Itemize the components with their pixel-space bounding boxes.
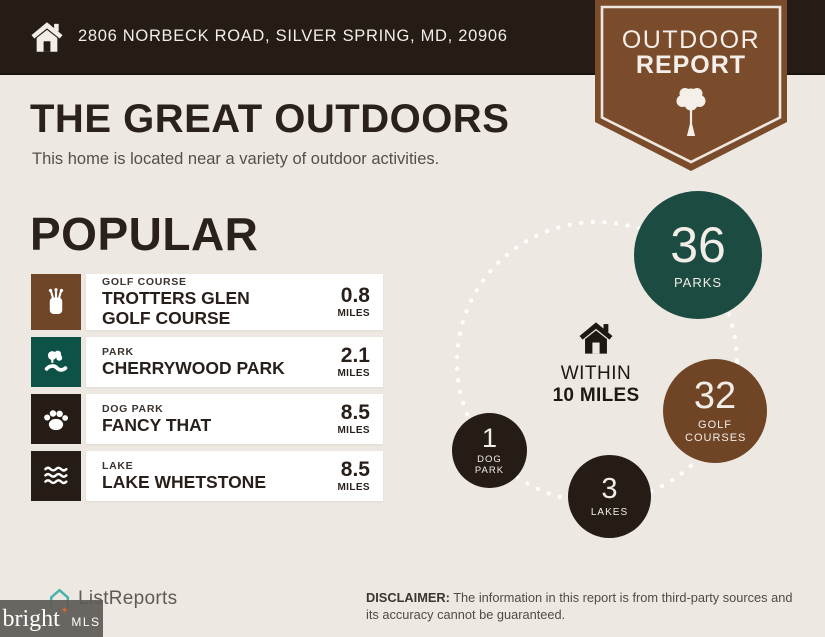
badge-title-line2: REPORT [635,51,747,79]
brightmls-suffix: MLS [71,614,101,629]
brightmls-watermark: bright ✦ MLS [0,600,103,637]
stat-circle-dog-park: 1 DOG PARK [452,413,527,488]
popular-heading: POPULAR [30,208,259,260]
item-category: PARK [102,345,134,358]
list-item-content: PARK CHERRYWOOD PARK 2.1 MILES [86,337,383,387]
page-title: THE GREAT OUTDOORS [30,97,510,141]
ribbon-shape [595,0,787,171]
list-item-content: DOG PARK FANCY THAT 8.5 MILES [86,394,383,444]
dotted-radius-ring [455,220,739,504]
item-name: LAKE WHETSTONE [102,471,266,492]
brightmls-wordmark: bright [2,605,60,632]
disclaimer-label: DISCLAIMER: [366,590,450,605]
house-icon [31,21,63,52]
tree-icon [676,88,706,136]
park-trees-icon [31,337,81,387]
item-distance: 8.5 MILES [337,401,370,436]
list-item-golf-course: GOLF COURSE TROTTERS GLEN GOLF COURSE 0.… [31,274,383,330]
list-item-content: GOLF COURSE TROTTERS GLEN GOLF COURSE 0.… [86,274,383,330]
outdoor-report-badge: OUTDOOR REPORT [595,0,787,176]
radius-center-label: WITHIN 10 MILES [540,320,652,407]
item-category: GOLF COURSE [102,275,187,288]
stat-circle-parks: 36 PARKS [634,191,762,319]
item-category: LAKE [102,459,134,472]
item-category: DOG PARK [102,402,164,415]
item-distance: 8.5 MILES [337,458,370,493]
list-item-content: LAKE LAKE WHETSTONE 8.5 MILES [86,451,383,501]
disclaimer-text: DISCLAIMER: The information in this repo… [366,590,793,623]
list-item-lake: LAKE LAKE WHETSTONE 8.5 MILES [31,451,383,501]
item-name: CHERRYWOOD PARK [102,357,285,378]
stat-circle-golf-courses: 32 GOLF COURSES [663,359,767,463]
waves-icon [31,451,81,501]
miles-label: 10 MILES [552,385,640,406]
popular-list: GOLF COURSE TROTTERS GLEN GOLF COURSE 0.… [31,274,383,501]
property-address: 2806 NORBECK ROAD, SILVER SPRING, MD, 20… [78,27,508,45]
golf-bag-icon [31,274,81,330]
house-icon [579,322,613,354]
page-subtitle: This home is located near a variety of o… [32,150,440,168]
list-item-dog-park: DOG PARK FANCY THAT 8.5 MILES [31,394,383,444]
badge-title-line1: OUTDOOR [621,26,761,54]
item-name: FANCY THAT [102,414,212,435]
item-distance: 2.1 MILES [337,344,370,379]
stat-circle-lakes: 3 LAKES [568,455,651,538]
list-item-park: PARK CHERRYWOOD PARK 2.1 MILES [31,337,383,387]
item-distance: 0.8 MILES [337,284,370,319]
brightmls-star-icon: ✦ [60,605,69,615]
within-label: WITHIN [560,363,632,384]
item-name: TROTTERS GLEN GOLF COURSE [102,287,250,328]
paw-icon [31,394,81,444]
